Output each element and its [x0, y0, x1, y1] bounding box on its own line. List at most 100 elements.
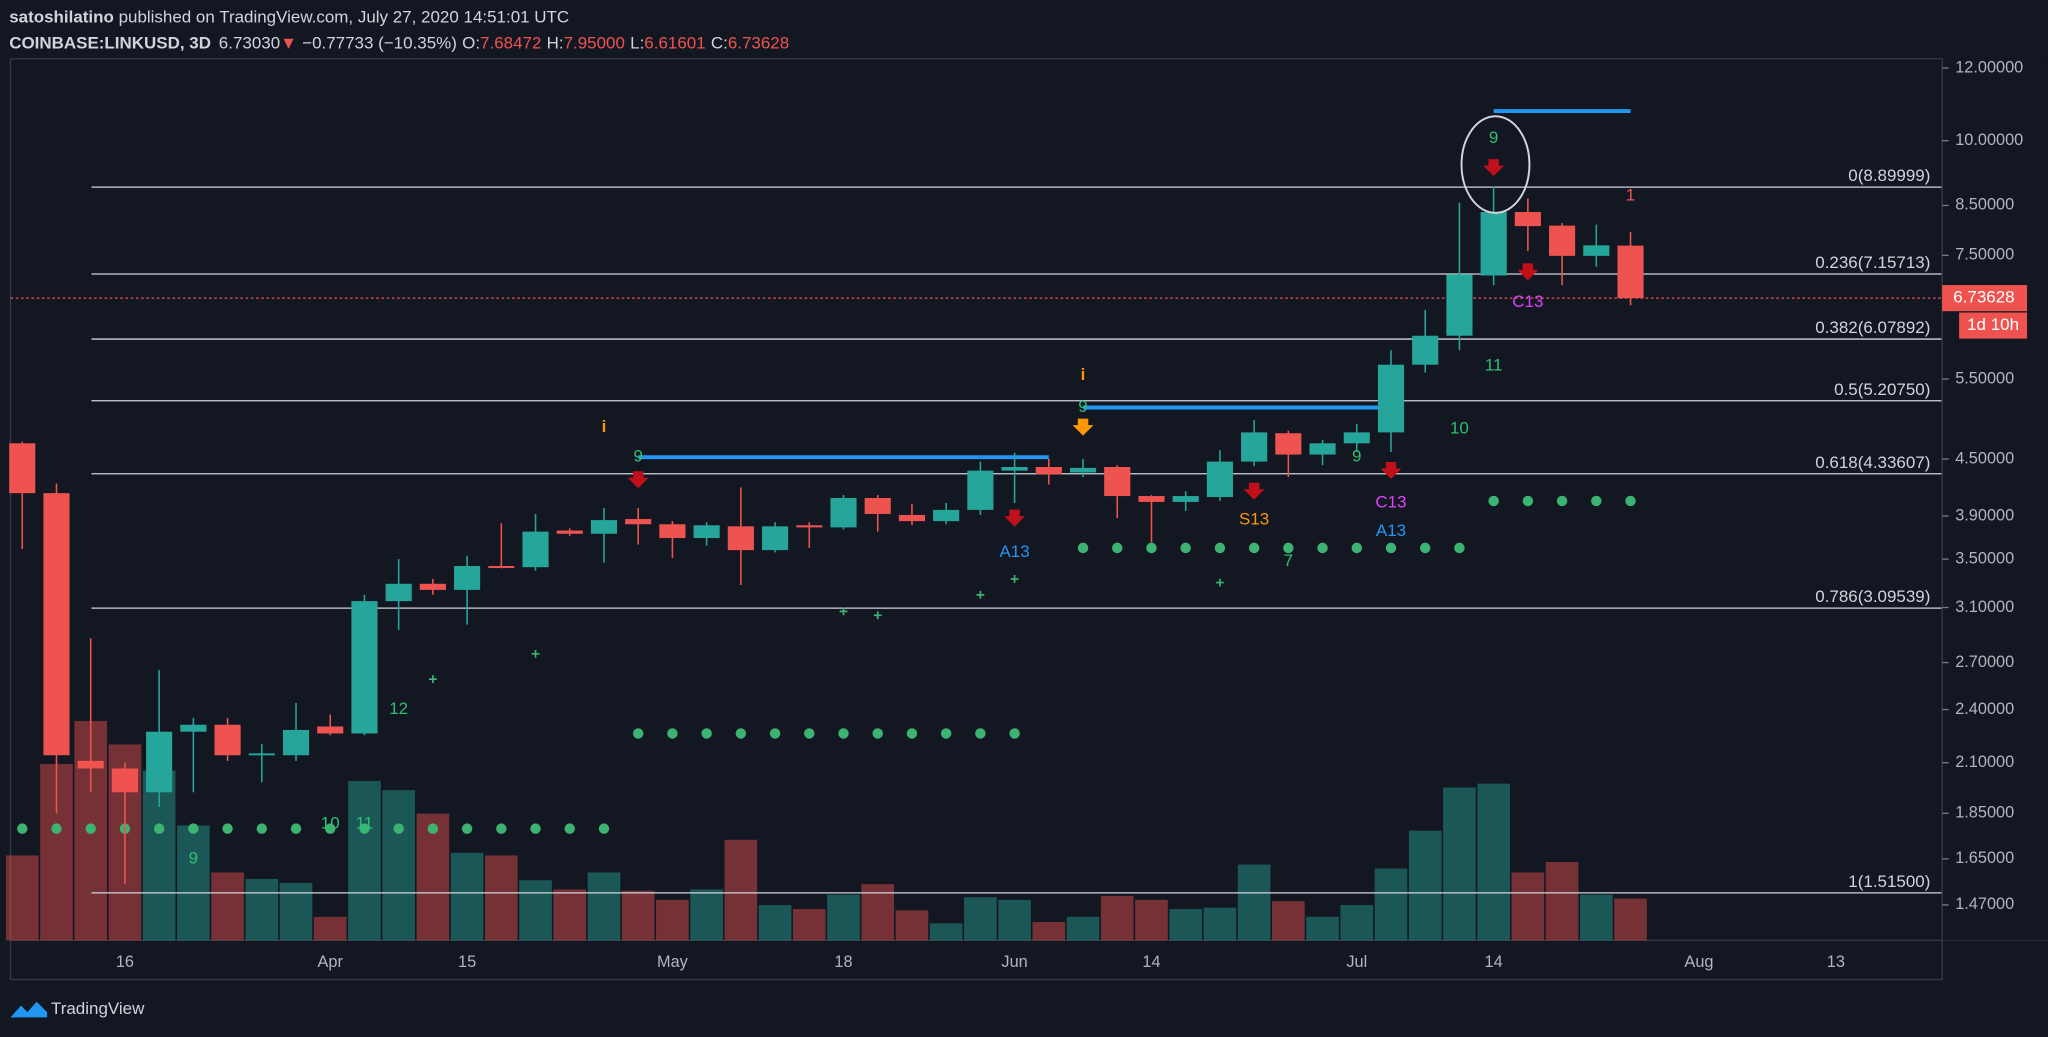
candle-body: [1241, 432, 1268, 462]
setup-dot: [804, 728, 815, 739]
setup-dot: [1009, 728, 1020, 739]
candle-body: [1275, 433, 1302, 455]
arrow: [1243, 482, 1265, 500]
setup-dot: [1214, 542, 1226, 554]
candle-body: [556, 530, 583, 534]
volume-bar: [1203, 907, 1237, 941]
low: 6.61601: [644, 34, 705, 53]
setup-dot: [564, 823, 575, 834]
candle-body: [454, 566, 481, 590]
candle-body: [1001, 466, 1028, 471]
annotation: 10: [1450, 419, 1469, 438]
candle-body: [1514, 212, 1541, 227]
setup-dot: [290, 823, 302, 834]
o-label: O:: [462, 34, 480, 53]
candle-body: [830, 498, 857, 528]
setup-dot: [1248, 542, 1260, 554]
candle-body: [146, 731, 173, 793]
setup-dot: [1522, 495, 1534, 507]
annotation: 12: [389, 699, 408, 718]
y-tick-label: 2.70000: [1955, 653, 2014, 671]
candle-body: [590, 520, 618, 534]
y-tick-label: 3.90000: [1955, 506, 2014, 524]
last: 6.73030: [219, 34, 280, 53]
candle-body: [1583, 245, 1610, 256]
x-tick-label: Jun: [1001, 953, 1027, 971]
annotation: A13: [999, 542, 1029, 561]
annotation: i: [1081, 365, 1086, 384]
arrow: [1517, 263, 1539, 281]
y-tick-label: 1.85000: [1955, 804, 2014, 822]
setup-dot: [427, 823, 439, 834]
y-tick-label: 4.50000: [1955, 449, 2014, 467]
candle-body: [762, 526, 789, 551]
annotation: A13: [1376, 521, 1406, 540]
arrow: [627, 471, 649, 489]
candle-body: [864, 498, 891, 514]
candle-body: [9, 443, 36, 494]
candle-body: [1343, 432, 1370, 444]
volume-bar: [621, 890, 655, 941]
setup-dot: [1283, 542, 1294, 554]
x-tick-label: 14: [1485, 953, 1503, 971]
setup-dot: [872, 728, 883, 739]
volume-bar: [1169, 909, 1203, 941]
volume-bar: [484, 855, 518, 941]
candle-body: [933, 509, 960, 522]
volume-bar: [1374, 868, 1408, 941]
candle-body: [77, 760, 104, 769]
setup-dot: [975, 728, 986, 739]
setup-dot: [632, 728, 644, 739]
annotation: 10: [321, 814, 340, 833]
candle-body: [727, 526, 754, 551]
arrow: [1004, 509, 1026, 527]
annotation: 1: [1626, 186, 1635, 205]
candle-body: [351, 601, 378, 734]
setup-dot: [461, 823, 473, 834]
annotation: 9: [189, 848, 198, 867]
volume-bar: [416, 813, 450, 941]
volume-bar: [998, 899, 1031, 941]
setup-dot: [735, 728, 747, 739]
y-tick-label: 10.00000: [1955, 131, 2023, 149]
setup-dot: [153, 823, 165, 834]
candle-body: [1617, 245, 1644, 299]
candle-body: [659, 524, 686, 539]
annotation: 11: [356, 814, 374, 833]
x-tick-label: May: [657, 953, 689, 971]
y-tick-label: 7.50000: [1955, 246, 2014, 264]
candle-body: [1206, 461, 1233, 498]
publisher: satoshilatino: [9, 8, 114, 27]
y-tick-label: 3.10000: [1955, 598, 2014, 616]
setup-dot: [496, 823, 507, 834]
setup-dot: [51, 823, 62, 834]
brand-logo: [10, 1001, 48, 1018]
candle-body: [43, 493, 70, 756]
arrow: [1072, 418, 1094, 436]
setup-dot: [1625, 495, 1636, 507]
open: 7.68472: [480, 34, 541, 53]
candle-body: [1309, 443, 1336, 455]
setup-dot: [85, 823, 96, 834]
high: 7.95000: [564, 34, 625, 53]
volume-bar: [1066, 916, 1100, 941]
volume-bar: [279, 882, 313, 941]
annotation: 9: [1489, 128, 1498, 147]
setup-dot: [1488, 495, 1499, 507]
candle-body: [488, 566, 515, 568]
candle-body: [1104, 466, 1131, 497]
annotation: C13: [1375, 492, 1406, 511]
cross: [531, 649, 540, 658]
y-tick-label: 1.47000: [1955, 895, 2014, 913]
x-tick-label: 13: [1827, 953, 1845, 971]
candle-body: [1549, 225, 1576, 256]
volume-bar: [929, 923, 963, 941]
setup-dot: [325, 823, 336, 834]
cross: [873, 611, 882, 620]
fib-label: 0.236(7.15713): [1815, 253, 1930, 272]
volume-bar: [724, 839, 758, 941]
volume-bar: [313, 916, 347, 941]
candle-body: [1412, 335, 1439, 365]
candle-body: [1069, 467, 1097, 473]
